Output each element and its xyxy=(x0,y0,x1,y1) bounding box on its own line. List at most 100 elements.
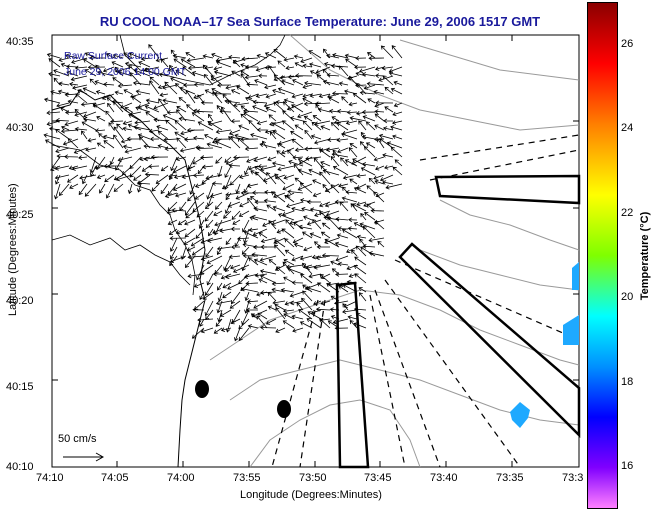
current-arrow xyxy=(302,262,313,275)
current-arrow xyxy=(136,180,151,186)
current-arrow xyxy=(281,228,295,239)
current-arrow xyxy=(282,308,295,314)
current-arrow xyxy=(356,82,367,95)
y-tick-label: 40:10 xyxy=(6,461,34,473)
current-arrow xyxy=(185,52,196,59)
current-arrow xyxy=(309,62,322,68)
axis-ticks xyxy=(51,34,580,468)
current-arrow xyxy=(360,213,367,221)
current-arrow xyxy=(348,147,358,158)
current-arrow xyxy=(379,174,394,182)
current-arrow xyxy=(355,245,367,257)
current-arrow xyxy=(58,57,70,62)
current-arrow xyxy=(204,201,214,210)
current-arrow xyxy=(265,93,277,99)
current-arrow xyxy=(148,128,160,134)
current-arrow xyxy=(204,89,214,95)
current-arrow xyxy=(184,255,196,268)
current-arrow xyxy=(251,190,268,196)
current-arrow xyxy=(228,163,241,168)
current-arrow xyxy=(291,93,304,99)
current-arrow xyxy=(291,138,304,149)
current-arrow xyxy=(345,120,358,126)
current-arrow xyxy=(256,127,268,133)
current-arrow xyxy=(282,101,295,113)
current-arrow xyxy=(363,146,376,158)
current-arrow xyxy=(206,273,214,286)
current-arrow xyxy=(187,192,196,202)
current-arrow xyxy=(205,219,214,229)
x-tick-label: 73:40 xyxy=(430,472,458,484)
current-arrow xyxy=(283,57,295,62)
current-arrow xyxy=(133,174,142,181)
current-arrow xyxy=(190,237,205,247)
current-arrow xyxy=(285,65,295,71)
current-arrow xyxy=(193,82,205,88)
current-arrow xyxy=(238,210,250,217)
current-arrow xyxy=(311,121,322,131)
current-arrow xyxy=(366,81,385,87)
current-arrow xyxy=(83,111,97,118)
current-arrow xyxy=(281,79,295,86)
current-arrow xyxy=(392,111,403,117)
current-arrow xyxy=(199,291,205,301)
current-arrow xyxy=(211,52,223,59)
current-arrow xyxy=(139,136,151,149)
current-arrow xyxy=(169,246,178,260)
current-arrow xyxy=(312,192,322,198)
current-arrow xyxy=(355,55,367,61)
current-arrow xyxy=(237,137,250,149)
current-arrow xyxy=(194,183,205,188)
current-arrow xyxy=(113,183,124,192)
current-arrow xyxy=(320,161,331,167)
current-arrow xyxy=(275,266,286,275)
current-arrow xyxy=(322,183,331,194)
current-arrow xyxy=(319,273,331,284)
current-arrow xyxy=(213,136,232,142)
current-arrow xyxy=(380,45,394,59)
current-arrow xyxy=(345,58,358,68)
current-arrow xyxy=(394,159,403,167)
current-arrow xyxy=(242,219,250,233)
current-arrow xyxy=(368,177,376,185)
current-arrow xyxy=(230,264,241,270)
current-arrow xyxy=(71,165,88,171)
current-arrow xyxy=(224,264,232,273)
current-arrow xyxy=(356,234,367,240)
current-arrow xyxy=(82,87,97,95)
current-arrow xyxy=(361,72,376,77)
current-arrow xyxy=(46,110,61,116)
current-arrow xyxy=(308,273,322,279)
current-arrow xyxy=(353,322,367,329)
current-arrow xyxy=(358,120,367,131)
current-arrow xyxy=(200,264,214,274)
current-arrow xyxy=(166,110,178,115)
current-arrow xyxy=(377,240,385,248)
current-arrow xyxy=(230,118,241,124)
current-arrow xyxy=(120,138,133,144)
current-arrow xyxy=(374,109,385,114)
current-arrow xyxy=(293,222,304,230)
current-arrow xyxy=(252,228,268,237)
current-arrow xyxy=(327,216,340,230)
current-arrow xyxy=(164,192,178,199)
current-arrow xyxy=(84,69,97,77)
current-arrow xyxy=(289,291,304,298)
current-arrow xyxy=(173,58,187,68)
current-arrow xyxy=(74,126,88,132)
current-arrow xyxy=(230,89,241,95)
current-arrow xyxy=(289,219,304,225)
current-arrow xyxy=(233,155,250,160)
scale-arrow xyxy=(63,452,105,462)
current-arrow xyxy=(98,133,106,140)
current-arrow xyxy=(157,84,169,90)
current-arrow xyxy=(309,232,322,239)
current-arrow xyxy=(162,114,178,122)
current-arrow xyxy=(274,303,286,311)
current-arrow xyxy=(162,98,178,104)
current-arrow xyxy=(228,129,241,136)
current-arrow xyxy=(381,65,394,71)
current-arrow xyxy=(155,174,169,184)
current-arrow xyxy=(368,251,385,257)
current-arrow xyxy=(187,254,205,260)
